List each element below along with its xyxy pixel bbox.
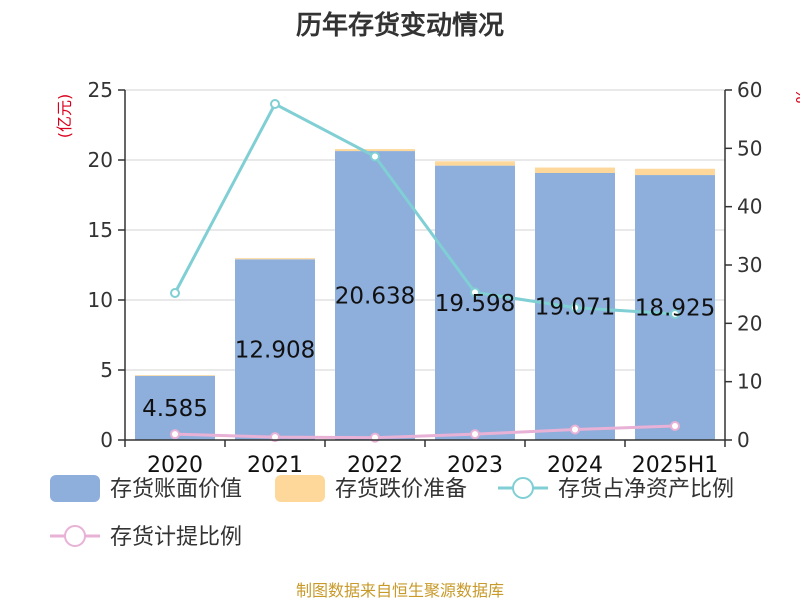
gridlines xyxy=(125,89,725,371)
data-source: 制图数据来自恒生聚源数据库 xyxy=(296,581,504,600)
bars xyxy=(135,149,715,441)
provision-ratio-line xyxy=(174,424,676,440)
right-tick-label: 0 xyxy=(737,428,750,452)
provision-ratio-point xyxy=(170,429,180,440)
bar-data-label: 20.638 xyxy=(335,284,415,310)
x-tick-label: 2021 xyxy=(247,453,303,478)
legend-label-2: 存货占净资产比例 xyxy=(558,477,734,502)
bar-data-label: 18.925 xyxy=(635,296,715,322)
bar-book-value xyxy=(335,151,415,440)
bar-impairment xyxy=(535,167,615,174)
x-tick-label: 2022 xyxy=(347,453,403,478)
left-tick-label: 10 xyxy=(88,288,113,312)
bar-impairment xyxy=(635,168,715,176)
right-tick-label: 10 xyxy=(737,370,762,394)
left-tick-label: 5 xyxy=(100,358,113,382)
x-tick-label: 2025H1 xyxy=(632,453,719,478)
provision-ratio-point xyxy=(470,429,480,440)
right-tick-label: 20 xyxy=(737,311,762,335)
lines: 4.585 12.908 20.638 19.598 19.071 18.925 xyxy=(142,99,715,443)
provision-ratio-point xyxy=(270,432,280,443)
provision-ratio-point xyxy=(570,424,580,435)
left-tick-label: 25 xyxy=(88,78,113,102)
net-asset-ratio-line xyxy=(173,101,676,316)
net-asset-ratio-point xyxy=(570,302,580,313)
x-tick-label: 2020 xyxy=(147,453,203,478)
legend-marker-2 xyxy=(512,477,534,499)
legend-label-0: 存货账面价值 xyxy=(110,477,242,502)
right-tick-label: 60 xyxy=(737,78,762,102)
axes: 0 5 10 15 20 25 0 10 20 30 40 50 60 2020 2021 2022 2023 2… xyxy=(88,78,763,478)
bar-data-label: 12.908 xyxy=(235,338,315,364)
legend-label-3: 存货计提比例 xyxy=(110,525,242,550)
x-tick-label: 2023 xyxy=(447,453,503,478)
left-tick-label: 20 xyxy=(88,148,113,172)
bar-impairment xyxy=(235,258,315,260)
bar-impairment xyxy=(335,149,415,152)
legend-swatch-0 xyxy=(50,475,100,502)
legend-marker-3 xyxy=(64,525,86,547)
provision-ratio-point xyxy=(670,421,680,431)
left-axis-unit: (亿元) xyxy=(55,94,74,139)
bar-book-value xyxy=(435,165,515,441)
x-tick-label: 2024 xyxy=(547,453,603,478)
bar-book-value xyxy=(235,259,315,440)
right-tick-label: 50 xyxy=(737,136,762,160)
bar-data-label: 4.585 xyxy=(142,396,208,422)
net-asset-ratio-point xyxy=(670,309,680,319)
chart-title: 历年存货变动情况 xyxy=(296,10,504,41)
legend-label-1: 存货跌价准备 xyxy=(335,477,467,502)
right-tick-label: 30 xyxy=(737,253,762,277)
bar-impairment xyxy=(135,375,215,376)
right-tick-label: 40 xyxy=(737,195,762,219)
bar-book-value xyxy=(635,175,715,441)
bar-data-label: 19.071 xyxy=(535,295,615,321)
bar-data-label: 19.598 xyxy=(435,291,515,317)
net-asset-ratio-point xyxy=(270,99,280,109)
left-tick-label: 0 xyxy=(100,428,113,452)
legend-swatch-1 xyxy=(275,475,325,502)
bar-impairment xyxy=(435,161,515,166)
left-tick-label: 15 xyxy=(88,218,113,242)
right-axis-unit: % xyxy=(792,88,800,103)
net-asset-ratio-point xyxy=(370,151,380,162)
net-asset-ratio-point xyxy=(170,288,180,298)
net-asset-ratio-point xyxy=(470,287,480,298)
